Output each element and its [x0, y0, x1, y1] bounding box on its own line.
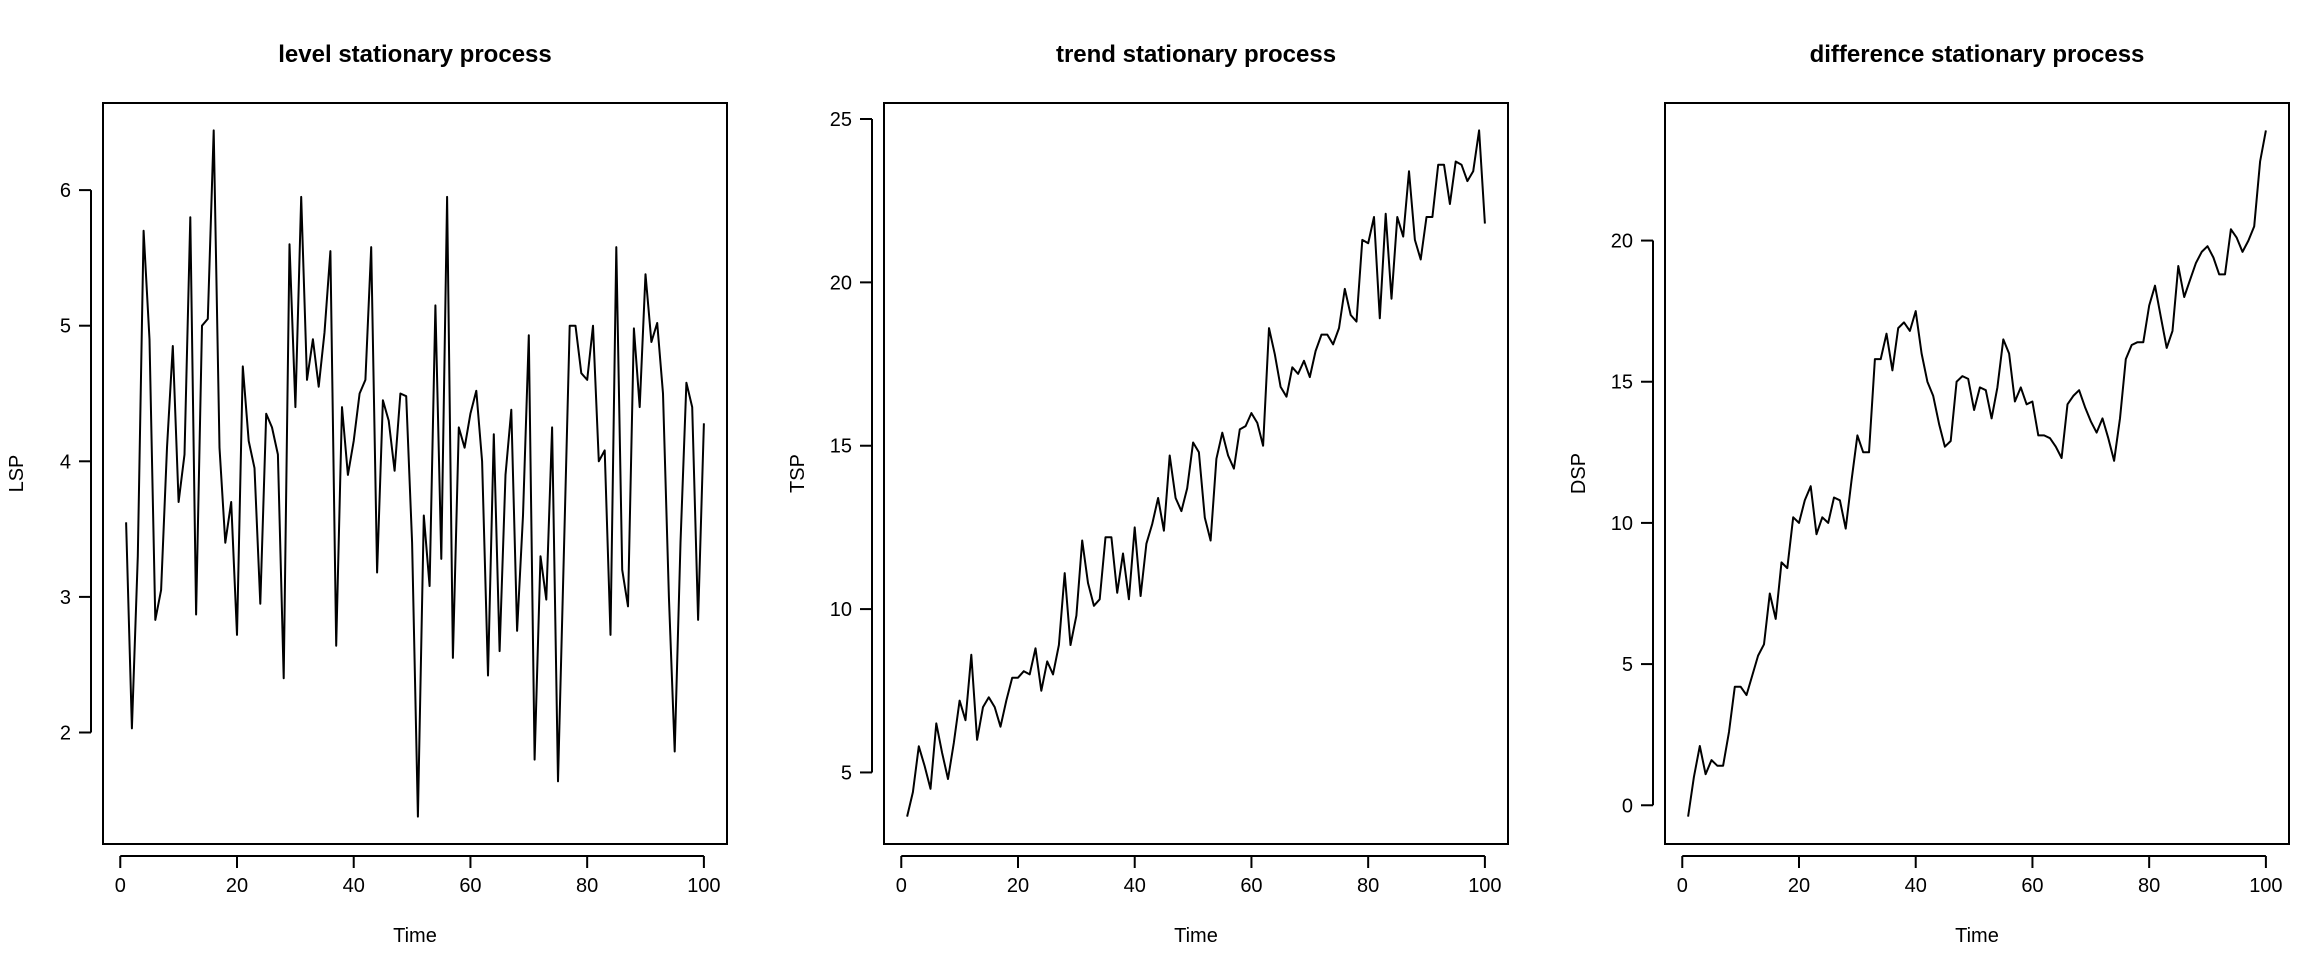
x-tick-label: 40	[1124, 875, 1146, 897]
x-tick-label: 60	[2021, 875, 2043, 897]
x-tick-label: 100	[1468, 875, 1501, 897]
series-line	[1687, 130, 2267, 817]
y-tick-label: 20	[830, 272, 852, 294]
plot-frame	[102, 102, 728, 845]
x-tick-label: 20	[1788, 875, 1810, 897]
y-axis-label: LSP	[6, 455, 28, 493]
x-tick-label: 20	[226, 875, 248, 897]
plot-frame	[1664, 102, 2290, 845]
data-points	[905, 128, 1487, 818]
x-tick-label: 80	[2138, 875, 2160, 897]
x-tick-label: 100	[687, 875, 720, 897]
y-tick-label: 10	[1611, 513, 1633, 535]
series-line	[906, 129, 1486, 817]
y-tick-label: 15	[830, 436, 852, 458]
y-tick-label: 2	[60, 722, 71, 744]
y-tick-label: 6	[60, 180, 71, 202]
x-tick-label: 100	[2249, 875, 2282, 897]
y-axis-label: TSP	[787, 454, 809, 493]
x-axis-label: Time	[1955, 925, 1999, 947]
x-tick-label: 80	[576, 875, 598, 897]
x-tick-label: 0	[896, 875, 907, 897]
y-tick-label: 5	[841, 762, 852, 784]
data-points	[1686, 128, 2268, 818]
series-line	[125, 129, 705, 818]
y-tick-label: 5	[1622, 654, 1633, 676]
x-tick-label: 80	[1357, 875, 1379, 897]
y-tick-label: 20	[1611, 231, 1633, 253]
y-tick-label: 10	[830, 599, 852, 621]
x-tick-label: 0	[115, 875, 126, 897]
chart-title: trend stationary process	[1056, 41, 1336, 68]
x-axis-label: Time	[393, 925, 437, 947]
x-tick-label: 40	[1905, 875, 1927, 897]
x-tick-label: 60	[1240, 875, 1262, 897]
chart-panel-1: level stationary process Time LSP 0 20 40 60 80…	[6, 41, 728, 947]
y-tick-label: 25	[830, 109, 852, 131]
y-tick-label: 15	[1611, 372, 1633, 394]
x-tick-label: 20	[1007, 875, 1029, 897]
y-tick-label: 3	[60, 587, 71, 609]
x-tick-label: 60	[459, 875, 481, 897]
y-axis-label: DSP	[1568, 453, 1590, 494]
x-tick-label: 0	[1677, 875, 1688, 897]
chart-panel-3: difference stationary process Time DSP 0 20 4…	[1568, 41, 2290, 947]
chart-title: difference stationary process	[1810, 41, 2145, 68]
y-tick-label: 4	[60, 451, 71, 473]
x-axis-label: Time	[1174, 925, 1218, 947]
y-tick-label: 0	[1622, 795, 1633, 817]
plot-frame	[883, 102, 1509, 845]
chart-panel-2: trend stationary process Time TSP 0 20 40 60 80…	[787, 41, 1509, 947]
chart-title: level stationary process	[278, 41, 551, 68]
x-tick-label: 40	[343, 875, 365, 897]
y-tick-label: 5	[60, 316, 71, 338]
